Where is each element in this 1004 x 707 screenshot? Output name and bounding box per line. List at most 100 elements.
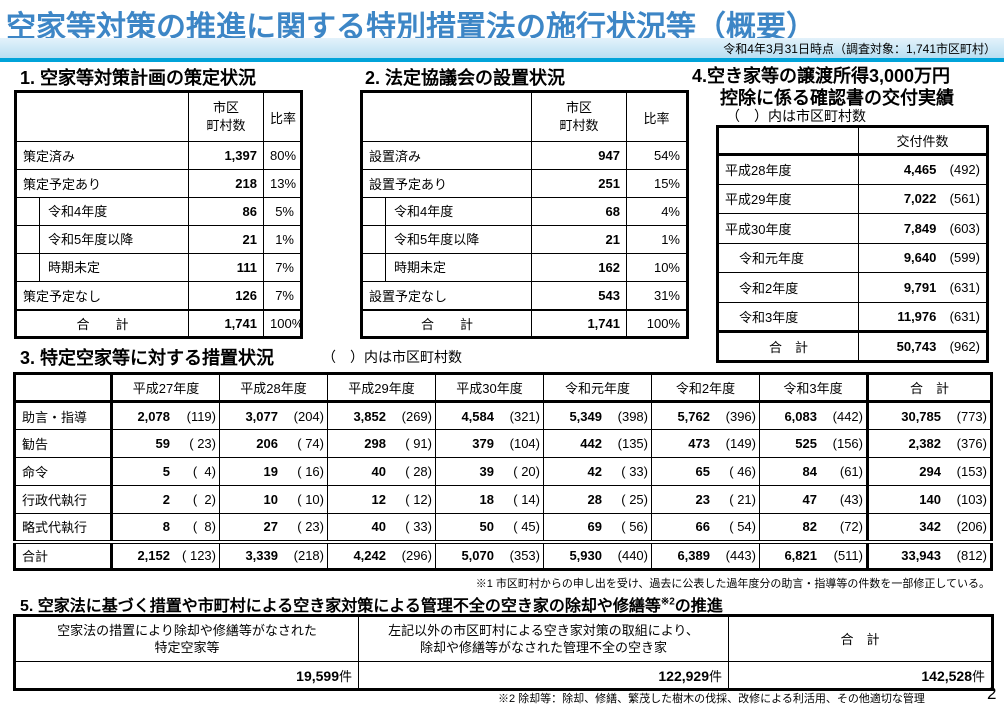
count: 473 xyxy=(688,436,710,451)
muni-count: (773) xyxy=(956,408,987,424)
column-header: 令和元年度 xyxy=(543,373,652,402)
muni-count: ( 10) xyxy=(297,492,324,507)
row-label: 時期未定 xyxy=(15,253,189,282)
count: 298 xyxy=(364,436,386,451)
row-label-text: 令和4年度 xyxy=(385,198,531,225)
count: 2,078 xyxy=(137,408,170,424)
column-header: 平成30年度 xyxy=(435,373,544,402)
value-cell: 122,929件 xyxy=(358,661,729,690)
table-row: 勧告 59 ( 23) 206 ( 74) 298 ( 91) 379 (104) 442 (135… xyxy=(14,429,992,458)
cell: 28 ( 25) xyxy=(543,485,652,514)
cell: 5 ( 4) xyxy=(111,457,220,486)
table-row: 令和5年度以降 21 1% xyxy=(361,225,688,254)
section5-heading-text: 5. 空家法に基づく措置や市町村による空き家対策による管理不全の空き家の除却や修… xyxy=(20,598,661,615)
cell: 82 (72) xyxy=(759,513,868,542)
muni-count: (962) xyxy=(949,338,980,354)
row-label: 行政代執行 xyxy=(14,485,113,514)
muni-count: ( 56) xyxy=(621,519,648,535)
count: 2,152 xyxy=(137,548,170,564)
muni-count: (398) xyxy=(617,408,648,424)
muni-count: (269) xyxy=(401,408,432,424)
count: 39 xyxy=(479,464,494,479)
cell: 42 ( 33) xyxy=(543,457,652,486)
row-label-text: 令和5年度以降 xyxy=(39,226,188,253)
row-label: 合計 xyxy=(14,541,113,570)
row-label: 時期未定 xyxy=(361,253,532,282)
page-number: 2 xyxy=(987,684,997,703)
count: 442 xyxy=(580,436,602,451)
table-row: 令和4年度 68 4% xyxy=(361,197,688,226)
column-header: 合 計 xyxy=(728,615,993,662)
row-ratio: 15% xyxy=(626,169,688,198)
row-label-text: 令和5年度以降 xyxy=(385,226,531,253)
table-row: 時期未定 162 10% xyxy=(361,253,688,282)
muni-count: (396) xyxy=(725,408,756,424)
row-label: 令和4年度 xyxy=(15,197,189,226)
section1-heading: 1. 空家等対策計画の策定状況 xyxy=(20,68,257,88)
unit: 件 xyxy=(338,668,352,684)
table-row: 時期未定 111 7% xyxy=(15,253,302,282)
row-count: 86 xyxy=(188,197,264,226)
row-label: 令和5年度以降 xyxy=(361,225,532,254)
row-ratio: 100% xyxy=(626,309,688,338)
muni-count: (631) xyxy=(949,308,980,324)
cell: 379 (104) xyxy=(435,429,544,458)
muni-count: (511) xyxy=(833,548,863,564)
count: 66 xyxy=(695,519,710,535)
muni-count: (443) xyxy=(725,548,756,564)
count: 30,785 xyxy=(901,408,941,424)
row-ratio: 10% xyxy=(626,253,688,282)
column-header: 空家法の措置により除却や修繕等がなされた 特定空家等 xyxy=(14,615,359,662)
header-blank xyxy=(717,126,859,155)
header-count: 市区 町村数 xyxy=(188,91,264,142)
muni-count: (43) xyxy=(839,492,863,507)
muni-count: (631) xyxy=(949,279,980,295)
row-label: 令和5年度以降 xyxy=(15,225,189,254)
header-count: 交付件数 xyxy=(858,126,988,155)
count: 3,077 xyxy=(245,408,278,424)
column-header: 令和2年度 xyxy=(651,373,760,402)
muni-count: ( 21) xyxy=(729,492,756,507)
count: 4,242 xyxy=(353,548,386,564)
table-row: 設置済み 947 54% xyxy=(361,141,688,170)
muni-count: (561) xyxy=(949,191,980,207)
cell: 59 ( 23) xyxy=(111,429,220,458)
section3-note: （ ）内は市区町村数 xyxy=(322,349,462,365)
row-count: 218 xyxy=(188,169,264,198)
muni-count: ( 12) xyxy=(405,492,432,507)
cell: 2,152 ( 123) xyxy=(111,541,220,570)
table-row: 命令 5 ( 4) 19 ( 16) 40 ( 28) 39 ( 20) 42 ( 33) 65 ( 4… xyxy=(14,457,992,486)
value: 7,022 xyxy=(903,191,937,207)
muni-count: (61) xyxy=(839,464,863,479)
row-label: 合 計 xyxy=(361,309,532,338)
cell: 140 (103) xyxy=(866,485,992,514)
row-ratio: 31% xyxy=(626,281,688,310)
cell: 5,762 (396) xyxy=(651,401,760,430)
muni-count: (104) xyxy=(509,436,540,451)
muni-count: (603) xyxy=(949,220,980,236)
row-value: 7,849 (603) xyxy=(858,213,988,244)
count: 40 xyxy=(371,519,386,535)
table-row: 略式代執行 8( 8) 27( 23) 40( 33) 50( 45) 69( 56) 66… xyxy=(14,513,992,542)
row-label: 策定予定なし xyxy=(15,281,189,310)
section5-heading-sup: ※2 xyxy=(660,596,675,608)
value: 9,791 xyxy=(903,279,937,295)
row-label: 助言・指導 xyxy=(14,401,113,430)
count: 19 xyxy=(263,464,278,479)
muni-count: (440) xyxy=(617,548,648,564)
cell: 50 ( 45) xyxy=(435,513,544,542)
muni-count: (218) xyxy=(293,548,324,564)
count: 5,070 xyxy=(461,548,494,564)
value: 4,465 xyxy=(903,162,937,178)
count: 294 xyxy=(919,464,941,479)
count: 59 xyxy=(155,436,170,451)
table-row: 合 計 1,741 100% xyxy=(15,309,303,338)
cell: 27 ( 23) xyxy=(219,513,328,542)
value-cell: 19,599件 xyxy=(14,661,359,690)
cell: 40 ( 33) xyxy=(327,513,436,542)
muni-count: (492) xyxy=(949,162,980,178)
row-label: 平成29年度 xyxy=(717,183,859,214)
muni-count: ( 45) xyxy=(513,519,540,535)
value: 19,599 xyxy=(296,667,339,684)
cell: 8 ( 8) xyxy=(111,513,220,542)
